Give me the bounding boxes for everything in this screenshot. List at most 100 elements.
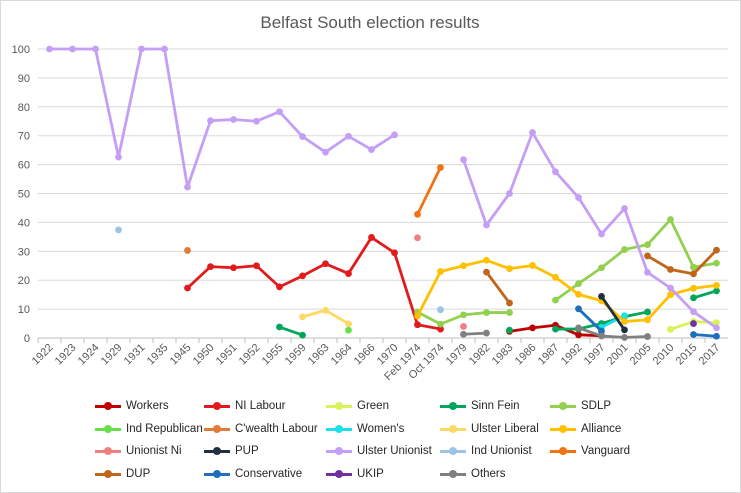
data-point-ulster-unionist [667, 284, 674, 292]
series-ni-labour [184, 234, 444, 333]
data-point-ind-republican [345, 326, 352, 334]
x-tick-label: 1986 [513, 342, 539, 368]
legend-swatch [95, 445, 121, 457]
legend-label: Green [357, 400, 389, 412]
data-point-ulster-unionist [161, 45, 168, 53]
legend-label: Ind Republican [126, 423, 203, 435]
legend-label: Alliance [581, 423, 622, 435]
data-point-ni-labour [253, 262, 260, 270]
data-point-ind-unionist [115, 226, 122, 234]
series-conservative [575, 305, 720, 340]
legend-item-ukip: UKIP [326, 466, 384, 482]
series-line-sinn-fein [279, 325, 303, 337]
legend-label: PUP [235, 445, 259, 457]
legend-swatch [95, 423, 121, 435]
x-tick-label: 1935 [145, 342, 171, 368]
series-line-dup [485, 271, 511, 304]
data-point-ulster-liberal [322, 306, 329, 314]
x-tick-label: 1983 [490, 342, 516, 368]
data-point-conservative [598, 327, 605, 335]
series-others [460, 324, 651, 341]
series-line-ulster-unionist [49, 47, 396, 189]
series-ulster-unionist [46, 45, 720, 332]
data-point-alliance [414, 312, 421, 320]
legend-item-ni-labour: NI Labour [204, 398, 286, 414]
series-line-pup [600, 295, 626, 331]
data-point-sdlp [598, 264, 605, 272]
legend-item-ind-unionist: Ind Unionist [440, 443, 532, 459]
legend-swatch [204, 400, 230, 412]
legend-label: Vanguard [581, 445, 631, 457]
legend-swatch [204, 423, 230, 435]
data-point-ulster-unionist [460, 156, 467, 164]
data-point-dup [644, 252, 651, 260]
legend-label: DUP [126, 468, 151, 480]
data-point-ulster-unionist [621, 205, 628, 212]
series-ind-republican [345, 326, 352, 334]
data-point-sdlp [667, 216, 674, 223]
data-point-sinn-fein [506, 326, 513, 334]
legend-item-pup: PUP [204, 443, 259, 459]
x-tick-label: 1964 [329, 342, 355, 368]
legend-item-conservative: Conservative [204, 466, 302, 482]
x-tick-label: 1992 [559, 342, 585, 368]
x-tick-label: 1952 [237, 342, 263, 368]
legend-item-ulster-unionist: Ulster Unionist [326, 443, 432, 459]
series-layer [46, 45, 720, 341]
series-dup [483, 246, 720, 307]
data-point-alliance [621, 318, 628, 325]
data-point-sinn-fein [552, 325, 559, 333]
data-point-others [483, 329, 490, 337]
data-point-workers [529, 324, 536, 332]
data-point-sinn-fein [299, 331, 306, 339]
data-point-ulster-unionist [368, 146, 375, 153]
y-tick-label: 90 [18, 73, 30, 85]
series-sdlp [414, 216, 720, 328]
series-line-others [463, 331, 487, 336]
x-tick-label: 1955 [260, 342, 286, 368]
data-point-ulster-unionist [115, 153, 122, 161]
data-point-alliance [552, 273, 559, 281]
y-tick-label: 0 [24, 333, 30, 345]
legend-label: SDLP [581, 400, 612, 412]
legend-swatch [204, 445, 230, 457]
data-point-sdlp [644, 241, 651, 249]
data-point-ukip [690, 320, 697, 327]
legend-swatch [95, 400, 121, 412]
data-point-ni-labour [207, 263, 214, 271]
legend-label: Ind Unionist [471, 445, 532, 457]
legend-label: C'wealth Labour [235, 423, 318, 435]
legend-item-sinn-fein: Sinn Fein [440, 398, 520, 414]
legend-item-workers: Workers [95, 398, 169, 414]
x-tick-label: 1966 [352, 342, 378, 368]
series-vanguard [414, 164, 444, 218]
data-point-ulster-unionist [253, 117, 260, 125]
legend-label: Ulster Unionist [357, 445, 432, 457]
legend-swatch [550, 445, 576, 457]
data-point-alliance [506, 265, 513, 273]
data-point-ni-labour [184, 284, 191, 292]
data-point-alliance [667, 291, 674, 299]
series-c-wealth-labour [184, 247, 191, 254]
legend-label: Others [471, 468, 506, 480]
data-point-sinn-fein [644, 308, 651, 316]
x-tick-label: 1923 [53, 342, 79, 368]
x-tick-label: 1951 [214, 342, 240, 368]
data-point-sinn-fein [276, 323, 283, 331]
data-point-ulster-unionist [644, 268, 651, 276]
data-point-sinn-fein [690, 294, 697, 302]
data-point-ni-labour [414, 321, 421, 329]
data-point-ulster-unionist [483, 221, 490, 229]
data-point-ulster-unionist [506, 190, 513, 197]
x-tick-label: 1997 [582, 342, 608, 368]
y-tick-label: 80 [18, 102, 30, 114]
legend-label: Conservative [235, 468, 303, 480]
legend-label: UKIP [357, 468, 384, 480]
y-tick-label: 30 [18, 246, 30, 258]
series-line-alliance [416, 258, 717, 323]
data-point-alliance [690, 284, 697, 292]
series-line-ulster-unionist [462, 131, 718, 330]
legend-item-unionist-ni: Unionist Ni [95, 443, 182, 459]
data-point-ni-labour [299, 272, 306, 280]
